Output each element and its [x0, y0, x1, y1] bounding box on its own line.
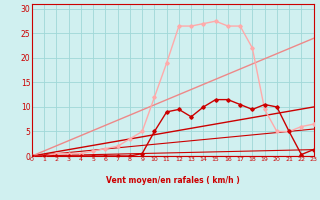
- X-axis label: Vent moyen/en rafales ( km/h ): Vent moyen/en rafales ( km/h ): [106, 176, 240, 185]
